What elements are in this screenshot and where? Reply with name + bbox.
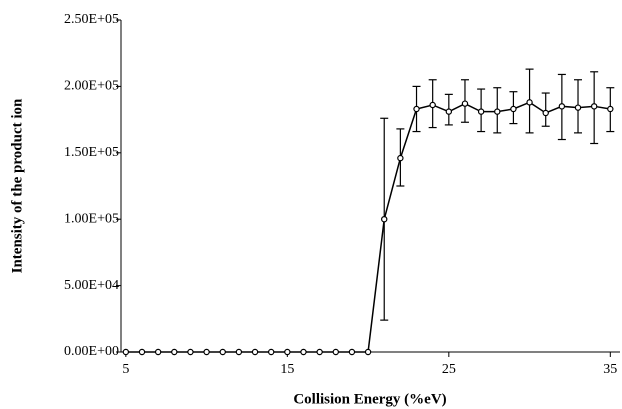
data-point bbox=[219, 348, 226, 356]
x-tick-label: 35 bbox=[603, 362, 617, 377]
y-tick-label: 0.00E+00 bbox=[64, 344, 119, 359]
data-point bbox=[429, 101, 436, 109]
data-point bbox=[494, 108, 501, 115]
y-axis-label: Intensity of the product ion bbox=[9, 98, 25, 273]
data-point bbox=[316, 348, 323, 356]
data-point bbox=[558, 103, 566, 110]
x-tick-label: 15 bbox=[280, 362, 294, 377]
data-point bbox=[364, 348, 372, 356]
data-point bbox=[477, 108, 485, 115]
data-point bbox=[332, 348, 339, 356]
data-point bbox=[171, 348, 178, 356]
x-tick-label: 25 bbox=[442, 362, 456, 377]
data-point bbox=[574, 104, 582, 111]
data-point bbox=[154, 348, 162, 356]
x-axis-label: Collision Energy (%eV) bbox=[293, 391, 446, 407]
data-point bbox=[542, 109, 549, 117]
data-point bbox=[187, 348, 194, 356]
y-tick-label: 1.50E+05 bbox=[64, 145, 119, 160]
data-point bbox=[413, 105, 420, 113]
y-tick-label: 5.00E+04 bbox=[64, 278, 119, 293]
data-point bbox=[284, 348, 291, 356]
data-point bbox=[461, 100, 469, 107]
data-line bbox=[125, 101, 611, 353]
data-point bbox=[235, 348, 243, 356]
data-point bbox=[138, 348, 146, 356]
data-point bbox=[251, 348, 259, 356]
data-point bbox=[122, 348, 130, 356]
data-point bbox=[590, 103, 598, 110]
data-point bbox=[607, 105, 614, 113]
y-tick-label: 1.00E+05 bbox=[64, 211, 119, 226]
data-point bbox=[510, 105, 517, 113]
data-point bbox=[526, 99, 533, 106]
x-tick-label: 5 bbox=[122, 362, 129, 377]
data-point bbox=[267, 348, 275, 356]
data-point bbox=[381, 215, 388, 223]
data-point bbox=[348, 348, 356, 356]
y-tick-label: 2.00E+05 bbox=[64, 79, 119, 94]
data-point bbox=[203, 348, 210, 356]
y-tick-label: 2.50E+05 bbox=[64, 12, 119, 27]
data-point bbox=[445, 108, 453, 115]
data-point bbox=[300, 348, 307, 356]
data-point bbox=[397, 154, 404, 162]
